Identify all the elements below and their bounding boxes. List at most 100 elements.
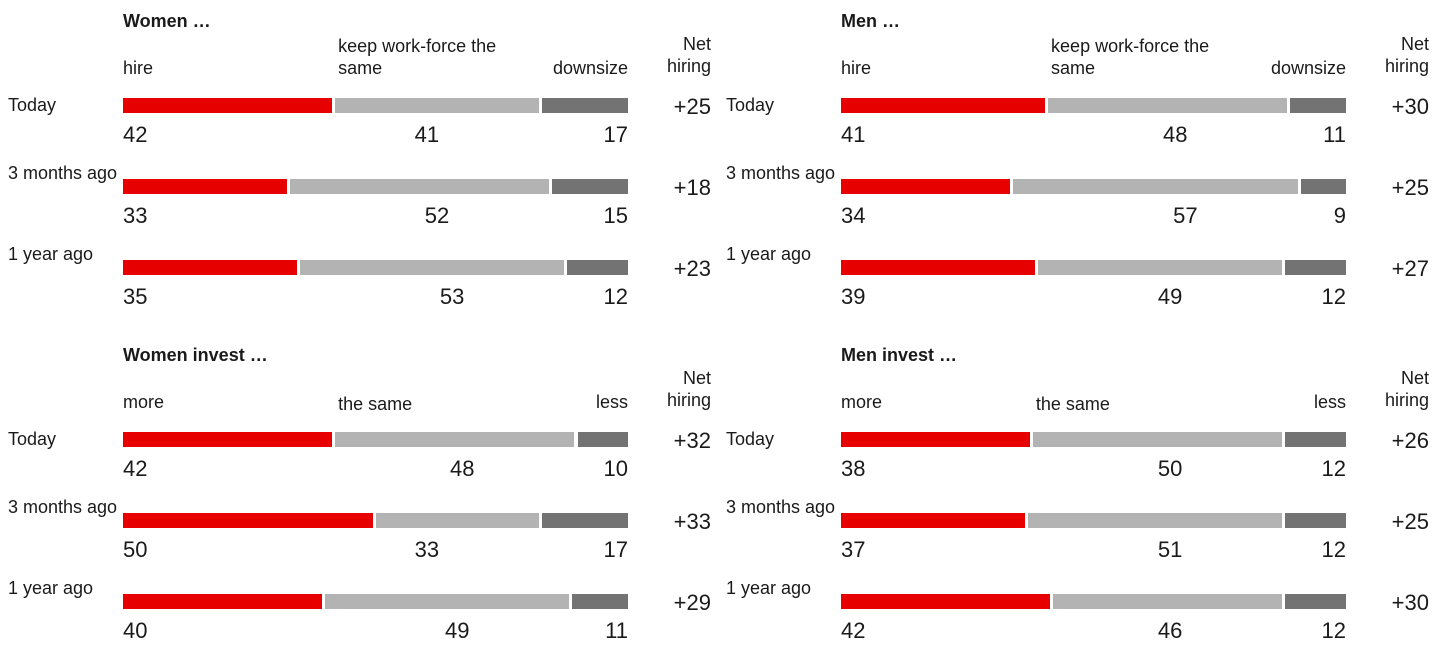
row-label: 1 year ago [726, 578, 812, 598]
row-label: 3 months ago [8, 497, 118, 517]
column-header-middle: keep work-force the same [1051, 36, 1210, 78]
value-label: 50 [1157, 456, 1183, 481]
bar-segment-first [123, 594, 322, 609]
bar-segment-middle [1048, 98, 1288, 113]
value-label: 53 [439, 284, 465, 309]
value-label: 33 [414, 537, 440, 562]
value-label: 48 [450, 456, 475, 481]
bar-segment-first [841, 179, 1010, 194]
value-label: 10 [603, 456, 628, 481]
value-label: 37 [841, 537, 866, 562]
column-header-first: hire [841, 58, 872, 78]
value-label: 12 [1321, 618, 1346, 643]
value-label: 57 [1173, 203, 1198, 228]
bar-segment-last [542, 513, 628, 528]
panel-title: Women invest … [123, 345, 268, 365]
row-label: 1 year ago [726, 244, 812, 264]
bar-segment-last [1285, 432, 1346, 447]
net-hiring-value: +30 [1391, 94, 1429, 119]
bar-segment-last [542, 98, 628, 113]
value-label: 42 [123, 122, 148, 147]
bar-segment-middle [335, 98, 540, 113]
row-label: Today [8, 95, 57, 115]
value-label: 41 [841, 122, 866, 147]
bar-segment-middle [335, 432, 575, 447]
value-label: 41 [414, 122, 440, 147]
bar-segment-last [567, 260, 628, 275]
bar-segment-middle [1012, 179, 1298, 194]
bar-segment-middle [325, 594, 570, 609]
value-label: 12 [1321, 456, 1346, 481]
value-label: 34 [841, 203, 866, 228]
net-hiring-value: +23 [673, 256, 711, 281]
value-label: 42 [841, 618, 866, 643]
value-label: 12 [1321, 284, 1346, 309]
value-label: 51 [1157, 537, 1183, 562]
bar-segment-middle [1037, 260, 1283, 275]
column-header-first: more [841, 392, 883, 412]
net-hiring-value: +30 [1391, 590, 1429, 615]
bar-segment-last [577, 432, 628, 447]
value-label: 11 [605, 618, 628, 643]
chart-panel: Men … hire keep work-force the same downsiz… [718, 0, 1438, 324]
column-header-first: more [123, 392, 165, 412]
value-label: 11 [1323, 122, 1346, 147]
chart-panel: Women … hire keep work-force the same downs… [0, 0, 720, 324]
net-hiring-header: Net hiring [1384, 368, 1429, 410]
row-label: 1 year ago [8, 244, 94, 264]
row-label: 1 year ago [8, 578, 94, 598]
bar-segment-last [572, 594, 628, 609]
net-hiring-value: +25 [1391, 509, 1429, 534]
bar-segment-first [841, 260, 1035, 275]
panel-title: Men invest … [841, 345, 958, 365]
net-hiring-value: +32 [673, 428, 711, 453]
bar-segment-first [123, 98, 333, 113]
bar-segment-last [552, 179, 628, 194]
value-label: 33 [123, 203, 148, 228]
bar-segment-first [841, 432, 1030, 447]
net-hiring-value: +26 [1391, 428, 1429, 453]
column-header-middle: the same [1035, 394, 1110, 414]
row-label: Today [726, 95, 775, 115]
value-label: 15 [603, 203, 628, 228]
row-label: 3 months ago [726, 163, 836, 183]
value-label: 12 [603, 284, 628, 309]
column-header-middle: keep work-force the same [338, 36, 497, 78]
net-hiring-value: +33 [673, 509, 711, 534]
column-header-middle: the same [338, 394, 413, 414]
value-label: 49 [1157, 284, 1183, 309]
value-label: 17 [603, 122, 628, 147]
value-label: 46 [1157, 618, 1183, 643]
bar-segment-first [123, 432, 333, 447]
chart-panel: Women invest … more the same less Net hiring… [0, 334, 720, 658]
panel-title: Women … [123, 11, 211, 31]
value-label: 48 [1162, 122, 1188, 147]
value-label: 39 [841, 284, 866, 309]
net-hiring-value: +29 [673, 590, 711, 615]
bar-segment-middle [1027, 513, 1283, 528]
value-label: 35 [123, 284, 148, 309]
value-label: 50 [123, 537, 148, 562]
row-label: Today [8, 429, 57, 449]
value-label: 9 [1333, 203, 1346, 228]
chart-panel: Men invest … more the same less Net hiring To… [718, 334, 1438, 658]
bar-segment-first [841, 594, 1051, 609]
value-label: 40 [123, 618, 148, 643]
column-header-last: downsize [552, 58, 628, 78]
column-header-last: less [1313, 392, 1346, 412]
bar-segment-first [123, 513, 373, 528]
value-label: 38 [841, 456, 866, 481]
bar-segment-middle [375, 513, 540, 528]
value-label: 42 [123, 456, 148, 481]
bar-segment-middle [1032, 432, 1283, 447]
bar-segment-first [841, 98, 1046, 113]
net-hiring-value: +27 [1391, 256, 1429, 281]
bar-segment-middle [1053, 594, 1283, 609]
value-label: 17 [603, 537, 628, 562]
bar-segment-last [1290, 98, 1346, 113]
bar-segment-middle [299, 260, 565, 275]
row-label: 3 months ago [8, 163, 118, 183]
column-header-first: hire [123, 58, 154, 78]
value-label: 12 [1321, 537, 1346, 562]
panel-title: Men … [841, 11, 901, 31]
